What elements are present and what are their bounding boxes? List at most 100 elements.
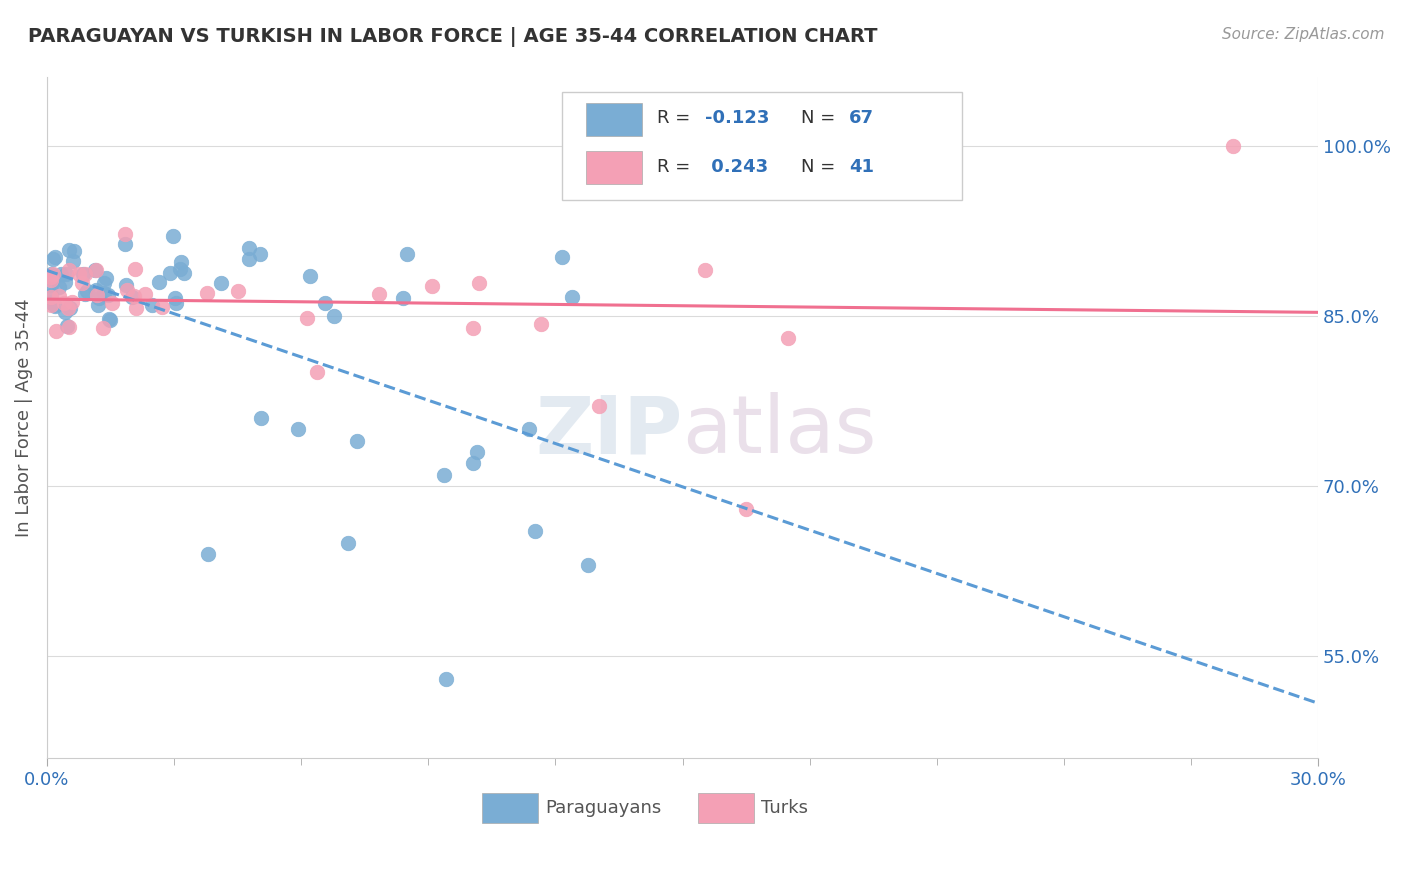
Point	[60, 294, 83, 309]
Point	[75, 287, 97, 301]
Point	[367, 286, 389, 301]
Text: N =: N =	[801, 110, 841, 128]
Point	[124, 261, 146, 276]
Point	[48, 280, 70, 294]
Point	[97, 288, 120, 302]
Point	[56, 301, 79, 315]
Point	[59, 301, 82, 316]
Point	[561, 290, 583, 304]
Point	[70, 277, 93, 291]
Point	[226, 284, 249, 298]
Point	[735, 501, 758, 516]
Point	[461, 456, 484, 470]
Point	[523, 524, 546, 539]
Text: R =: R =	[657, 158, 696, 177]
Point	[87, 298, 110, 312]
Text: ZIP: ZIP	[536, 392, 682, 470]
Point	[114, 227, 136, 241]
Text: 67: 67	[849, 110, 875, 128]
Point	[48, 289, 70, 303]
Point	[56, 318, 79, 333]
Point	[76, 285, 98, 299]
Point	[121, 290, 143, 304]
Point	[346, 434, 368, 448]
Point	[305, 366, 328, 380]
Text: PARAGUAYAN VS TURKISH IN LABOR FORCE | AGE 35-44 CORRELATION CHART: PARAGUAYAN VS TURKISH IN LABOR FORCE | A…	[28, 27, 877, 46]
Point	[148, 276, 170, 290]
Point	[422, 278, 444, 293]
Point	[693, 262, 716, 277]
Point	[150, 300, 173, 314]
Point	[39, 291, 62, 305]
FancyBboxPatch shape	[697, 793, 754, 823]
Point	[115, 283, 138, 297]
Point	[41, 267, 63, 281]
Text: Source: ZipAtlas.com: Source: ZipAtlas.com	[1222, 27, 1385, 42]
Point	[53, 275, 76, 289]
Point	[53, 305, 76, 319]
Point	[250, 410, 273, 425]
Point	[39, 298, 62, 312]
Point	[163, 291, 186, 305]
Point	[195, 286, 218, 301]
Point	[75, 268, 97, 282]
Point	[1222, 138, 1244, 153]
Point	[392, 291, 415, 305]
Point	[468, 276, 491, 290]
Point	[314, 296, 336, 310]
Point	[295, 311, 318, 326]
Point	[433, 467, 456, 482]
Point	[287, 422, 309, 436]
Text: 41: 41	[849, 158, 875, 177]
Point	[101, 296, 124, 310]
Point	[58, 319, 80, 334]
Point	[162, 229, 184, 244]
Point	[44, 299, 66, 313]
Text: 0.243: 0.243	[706, 158, 769, 177]
Point	[63, 244, 86, 258]
Point	[114, 237, 136, 252]
Point	[517, 422, 540, 436]
Point	[778, 331, 800, 345]
Point	[39, 267, 62, 281]
Text: Paraguayans: Paraguayans	[546, 799, 661, 817]
Point	[86, 263, 108, 277]
Point	[86, 288, 108, 302]
Point	[122, 289, 145, 303]
Point	[39, 270, 62, 285]
Point	[93, 286, 115, 301]
Point	[55, 267, 77, 281]
Point	[159, 266, 181, 280]
Point	[249, 247, 271, 261]
Point	[45, 324, 67, 338]
Point	[39, 273, 62, 287]
Point	[39, 277, 62, 292]
Text: R =: R =	[657, 110, 696, 128]
Point	[238, 241, 260, 255]
Point	[170, 255, 193, 269]
Point	[100, 313, 122, 327]
Point	[125, 301, 148, 315]
Point	[58, 243, 80, 257]
Point	[44, 298, 66, 312]
Point	[93, 276, 115, 290]
Point	[67, 267, 90, 281]
Point	[173, 266, 195, 280]
Point	[87, 291, 110, 305]
Point	[576, 558, 599, 573]
Point	[96, 271, 118, 285]
Point	[588, 400, 610, 414]
Point	[58, 262, 80, 277]
Point	[72, 267, 94, 281]
Point	[49, 267, 72, 281]
FancyBboxPatch shape	[586, 103, 641, 136]
Point	[62, 254, 84, 268]
Point	[134, 286, 156, 301]
Point	[115, 277, 138, 292]
Point	[83, 263, 105, 277]
Point	[299, 269, 322, 284]
Y-axis label: In Labor Force | Age 35-44: In Labor Force | Age 35-44	[15, 299, 32, 537]
Point	[211, 277, 233, 291]
Point	[42, 252, 65, 266]
Text: Turks: Turks	[761, 799, 808, 817]
